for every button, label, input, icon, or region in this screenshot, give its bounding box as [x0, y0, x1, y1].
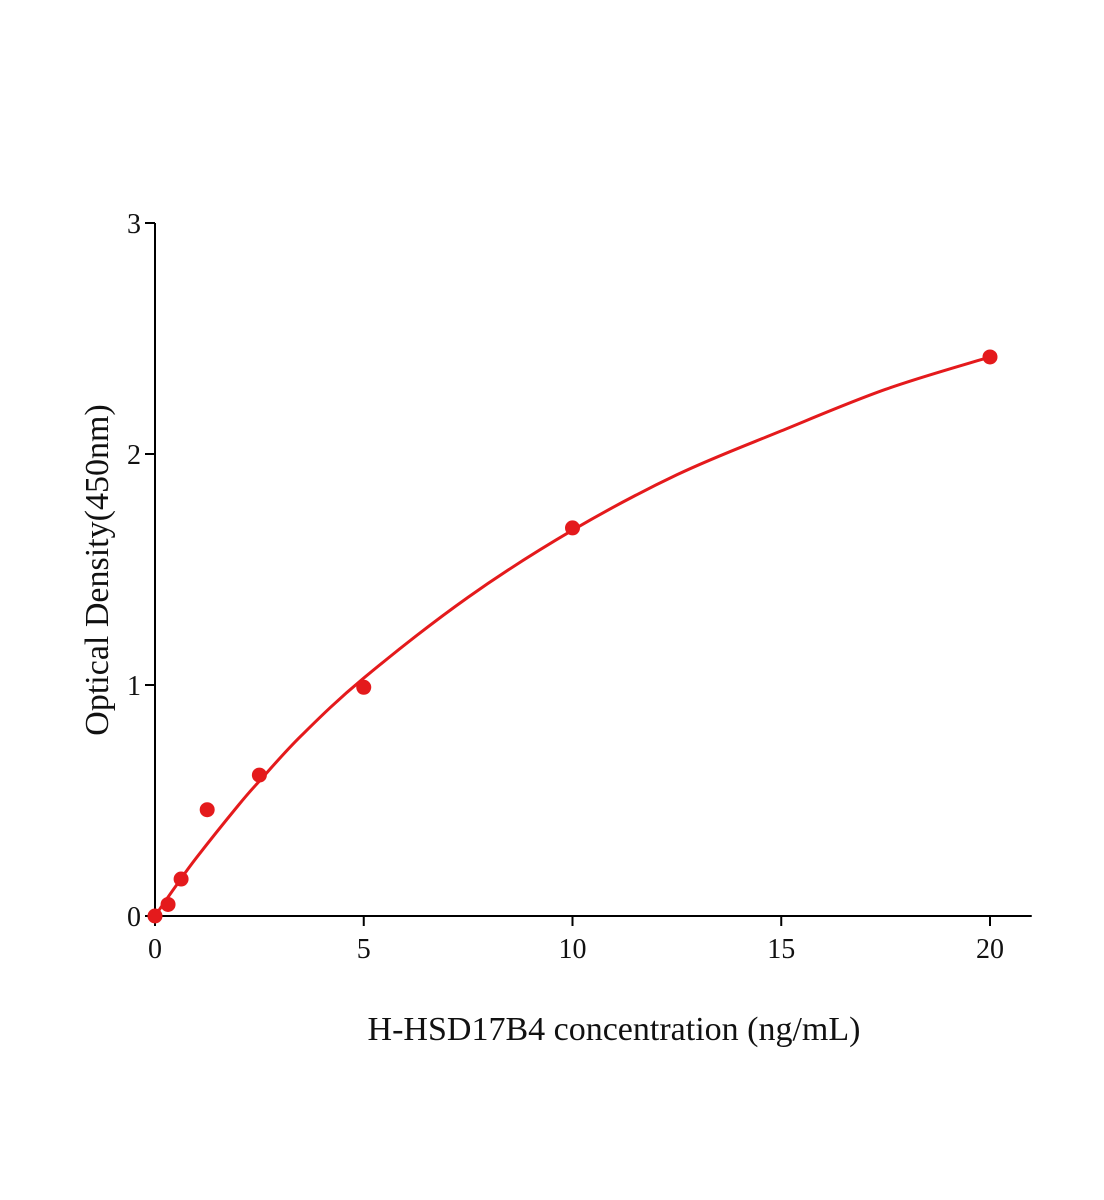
axes: 0 5 10 15 20 0 1 2 3	[127, 209, 1032, 965]
y-tick-label: 3	[127, 209, 141, 240]
x-axis-label: H-HSD17B4 concentration (ng/mL)	[368, 1011, 861, 1048]
x-tick-label: 10	[559, 934, 587, 965]
x-tick-label: 15	[767, 934, 795, 965]
fit-curve	[153, 355, 991, 917]
data-point	[356, 679, 372, 695]
data-point	[199, 802, 215, 818]
data-points	[147, 349, 998, 924]
y-axis-label: Optical Density(450nm)	[79, 404, 116, 735]
data-point	[147, 908, 163, 924]
y-tick-label: 0	[127, 902, 141, 933]
data-point	[173, 871, 189, 887]
data-point	[160, 896, 176, 912]
y-tick-label: 2	[127, 440, 141, 471]
y-tick-label: 1	[127, 671, 141, 702]
data-point	[251, 767, 267, 783]
x-tick-label: 0	[148, 934, 162, 965]
x-tick-label: 20	[976, 934, 1004, 965]
x-tick-label: 5	[357, 934, 371, 965]
data-point	[565, 520, 580, 536]
data-point	[982, 349, 998, 365]
